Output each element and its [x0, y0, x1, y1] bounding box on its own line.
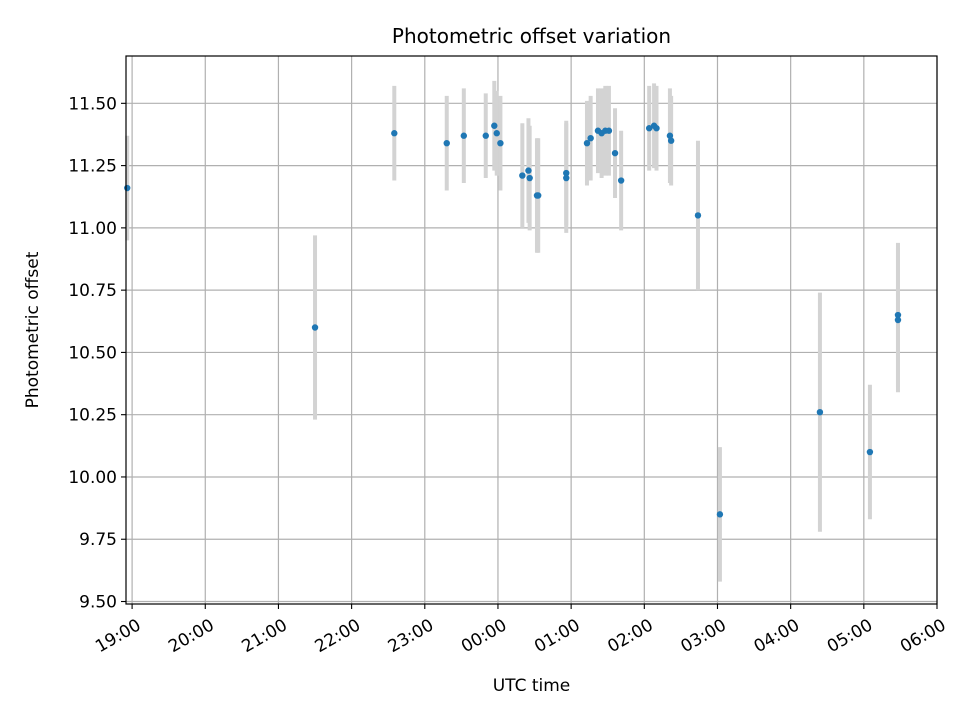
data-point [497, 139, 504, 147]
y-axis-ticks: 9.50 9.75 10.00 10.25 10.50 10.75 11.00 11.25 11… [68, 94, 126, 613]
y-tick-label: 10.00 [68, 468, 117, 488]
data-point [866, 448, 874, 456]
data-point [894, 311, 902, 319]
data-point [563, 169, 570, 177]
data-point [645, 125, 653, 132]
data-point [526, 174, 533, 182]
data-point [525, 167, 532, 174]
y-tick-label: 11.50 [68, 94, 117, 114]
data-point [124, 184, 131, 192]
data-point [563, 174, 570, 182]
data-point [443, 139, 450, 147]
data-point [583, 139, 591, 147]
plot-frame [125, 55, 938, 605]
data-point [605, 127, 613, 134]
data-point [491, 122, 498, 129]
data-point [482, 132, 489, 139]
y-tick-label: 11.00 [68, 219, 117, 239]
data-point [666, 132, 674, 139]
y-tick-label: 10.25 [68, 406, 117, 426]
data-point [816, 409, 824, 416]
data-point [519, 172, 526, 179]
data-point [716, 511, 724, 518]
x-axis-label: UTC time [493, 676, 571, 696]
data-point [311, 324, 319, 331]
data-points [124, 122, 902, 518]
data-point [653, 125, 660, 132]
data-point [667, 137, 675, 144]
data-point [460, 132, 468, 139]
y-tick-label: 9.50 [79, 593, 117, 613]
y-tick-label: 11.25 [68, 157, 117, 177]
data-point [587, 135, 594, 142]
data-point [493, 130, 500, 137]
data-point [391, 130, 398, 137]
data-point [611, 149, 619, 157]
data-point [694, 212, 702, 219]
y-axis-label: Photometric offset [23, 251, 43, 408]
data-point [617, 177, 625, 184]
y-tick-label: 10.75 [68, 281, 117, 301]
y-tick-label: 9.75 [79, 530, 117, 550]
chart-title: Photometric offset variation [392, 24, 671, 48]
data-point [535, 192, 542, 199]
y-tick-label: 10.50 [68, 343, 117, 363]
data-point [894, 316, 902, 324]
